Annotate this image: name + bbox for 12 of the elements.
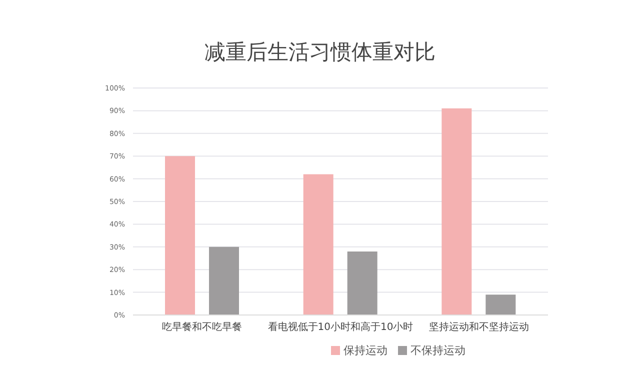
chart-title: 减重后生活习惯体重对比 xyxy=(204,39,436,66)
bar xyxy=(165,156,195,315)
x-tick-label: 看电视低于10小时和高于10小时 xyxy=(268,321,414,334)
bar xyxy=(442,108,472,315)
x-tick-label: 吃早餐和不吃早餐 xyxy=(162,321,242,334)
bar xyxy=(347,251,378,315)
bar xyxy=(209,246,239,315)
legend-label: 不保持运动 xyxy=(410,344,466,357)
bar xyxy=(303,174,334,315)
legend-label: 保持运动 xyxy=(344,344,388,357)
bar xyxy=(486,294,516,315)
x-tick-label: 坚持运动和不坚持运动 xyxy=(428,321,529,334)
